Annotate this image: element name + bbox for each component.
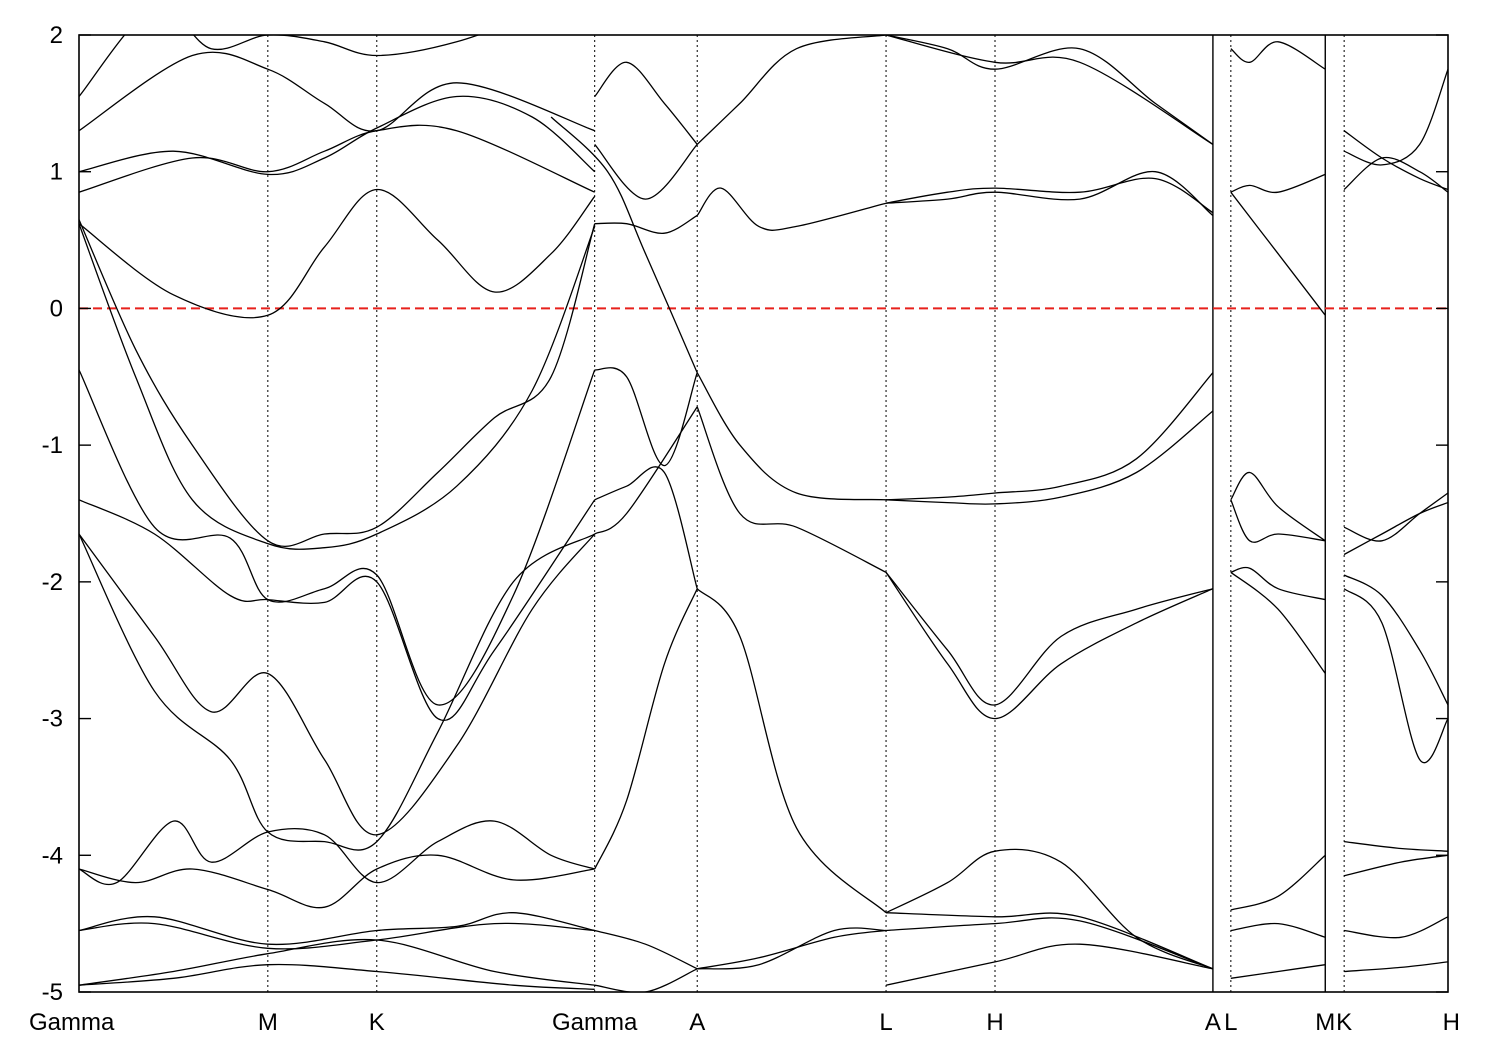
band-line [79, 223, 596, 550]
band-line [885, 943, 1214, 986]
y-tick-label: 2 [50, 22, 63, 49]
band-line [696, 35, 887, 145]
band-line [1230, 854, 1326, 911]
band-line [79, 912, 595, 946]
band-line [885, 848, 1214, 970]
band-line [594, 214, 698, 234]
y-tick-label: -4 [42, 842, 63, 869]
band-line [696, 372, 887, 501]
x-kpoint-label: L [1224, 1009, 1237, 1036]
band-line [1343, 501, 1448, 556]
band-line [1230, 571, 1326, 674]
band-line [1230, 173, 1326, 194]
band-line [1343, 492, 1448, 542]
band-line [594, 406, 698, 535]
band-line [697, 927, 887, 970]
band-line [1343, 130, 1448, 191]
x-kpoint-label: H [1443, 1009, 1460, 1036]
band-line [79, 922, 595, 950]
band-line [1343, 854, 1448, 877]
x-kpoint-label: H [986, 1009, 1003, 1036]
band-line [594, 588, 698, 870]
band-line [1343, 588, 1448, 764]
band-line [885, 177, 1214, 214]
band-line [79, 369, 596, 706]
y-tick-label: 0 [50, 295, 63, 322]
band-line [1230, 191, 1326, 316]
band-line [1344, 840, 1448, 852]
x-kpoint-label: K [1336, 1009, 1352, 1036]
band-line [1343, 68, 1448, 166]
y-tick-label: -3 [42, 706, 63, 733]
band-line [1344, 961, 1448, 973]
band-line [79, 35, 481, 97]
band-line [594, 367, 698, 467]
band-line [79, 219, 596, 547]
band-line [696, 406, 887, 573]
band-line [1230, 41, 1326, 70]
y-tick-label: -1 [42, 432, 63, 459]
y-tick-label: 1 [50, 159, 63, 186]
band-line [885, 372, 1214, 501]
band-line [79, 533, 596, 851]
band-line [885, 410, 1214, 505]
band-line [594, 466, 698, 589]
x-kpoint-label: L [879, 1009, 892, 1036]
band-line [79, 188, 596, 319]
band-line [885, 571, 1214, 720]
band-line [885, 171, 1214, 217]
band-line [79, 51, 595, 132]
y-axis: 2 1 0 -1 -2 -3 -4 -5 [42, 22, 1448, 1006]
y-tick-label: -2 [42, 569, 63, 596]
band-line [885, 917, 1214, 970]
band-series-group [79, 35, 1448, 992]
x-kpoint-label: K [369, 1009, 385, 1036]
band-line [1343, 156, 1448, 193]
plot-frame [78, 34, 1449, 993]
band-line [885, 35, 1214, 145]
band-line [696, 588, 887, 914]
band-line [1344, 916, 1448, 939]
band-line [79, 95, 596, 176]
band-line [594, 968, 698, 992]
band-line [594, 929, 698, 970]
y-tick-label: -5 [42, 979, 63, 1006]
band-line [79, 533, 596, 836]
band-line [79, 854, 595, 909]
high-symmetry-gridlines [267, 35, 1345, 992]
band-line [550, 116, 698, 373]
band-line [1230, 499, 1326, 543]
band-line [1230, 922, 1326, 938]
band-line [885, 571, 1214, 706]
x-kpoint-label: M [258, 1009, 278, 1036]
band-line [79, 963, 595, 990]
x-kpoint-label: A [689, 1009, 705, 1036]
x-kpoint-label: A [1205, 1009, 1221, 1036]
x-axis: Gamma M K Gamma A L H A L M K H [29, 1009, 1460, 1036]
band-line [1230, 964, 1326, 979]
band-line [1230, 471, 1326, 542]
band-line [79, 124, 595, 193]
band-line [696, 187, 887, 231]
band-line [885, 35, 1214, 145]
x-kpoint-label: Gamma [552, 1009, 638, 1036]
x-kpoint-label: Gamma [29, 1009, 115, 1036]
band-line [79, 499, 596, 722]
band-line [1343, 574, 1448, 706]
band-line [79, 938, 595, 986]
x-kpoint-label: M [1315, 1009, 1335, 1036]
band-line [594, 61, 698, 145]
band-line [594, 143, 698, 200]
band-line [79, 820, 595, 886]
band-line [1230, 566, 1326, 601]
band-line [885, 912, 1214, 970]
